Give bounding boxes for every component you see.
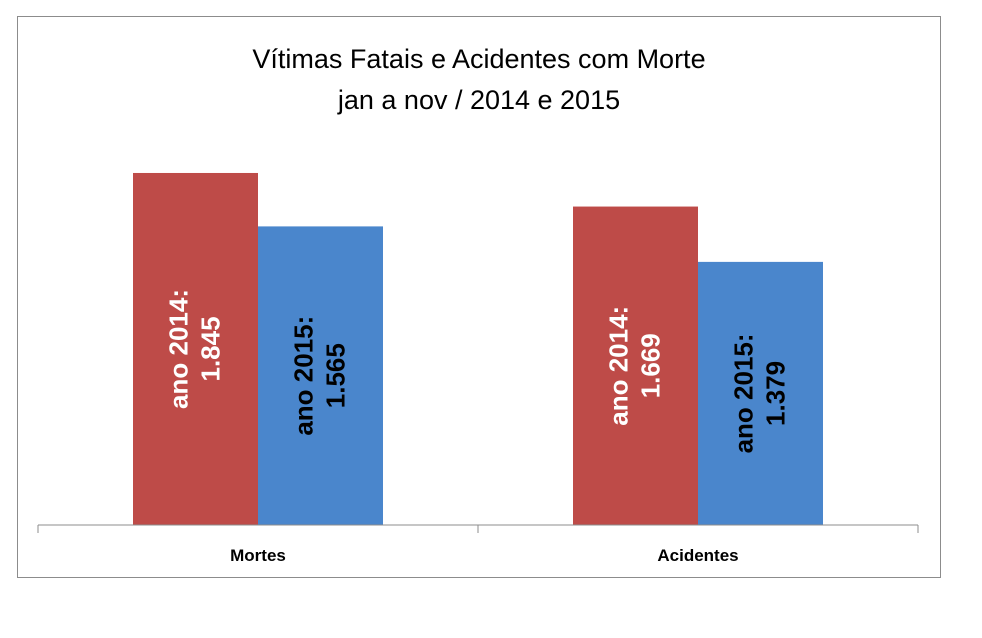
x-axis: Mortes Acidentes (37, 524, 919, 565)
data-label-mortes-ano-2014: ano 2014:1.845 (164, 289, 226, 409)
data-label-line: 1.845 (196, 316, 226, 381)
chart-title-line-2: jan a nov / 2014 e 2015 (337, 85, 620, 115)
data-label-line: 1.379 (761, 361, 791, 426)
data-label-acidentes-ano-2014: ano 2014:1.669 (604, 306, 666, 426)
data-label-line: 1.565 (321, 343, 351, 408)
x-tick-label-mortes: Mortes (230, 546, 286, 565)
x-tick-label-acidentes: Acidentes (657, 546, 738, 565)
data-label-line: ano 2015: (729, 333, 759, 453)
data-labels-layer: ano 2014:1.845 ano 2015:1.565 ano 2014:1.6… (164, 289, 791, 453)
bar-mortes-ano-2014 (133, 172, 258, 525)
data-label-line: 1.669 (636, 333, 666, 398)
bar-acidentes-ano-2014 (573, 206, 698, 525)
chart-title-line-1: Vítimas Fatais e Acidentes com Morte (252, 44, 705, 74)
data-label-acidentes-ano-2015: ano 2015:1.379 (729, 333, 791, 453)
bar-acidentes-ano-2015 (698, 261, 823, 525)
bars-layer (133, 172, 823, 525)
data-label-mortes-ano-2015: ano 2015:1.565 (289, 316, 351, 436)
data-label-line: ano 2014: (164, 289, 194, 409)
data-label-line: ano 2015: (289, 316, 319, 436)
bar-mortes-ano-2015 (258, 226, 383, 525)
data-label-line: ano 2014: (604, 306, 634, 426)
